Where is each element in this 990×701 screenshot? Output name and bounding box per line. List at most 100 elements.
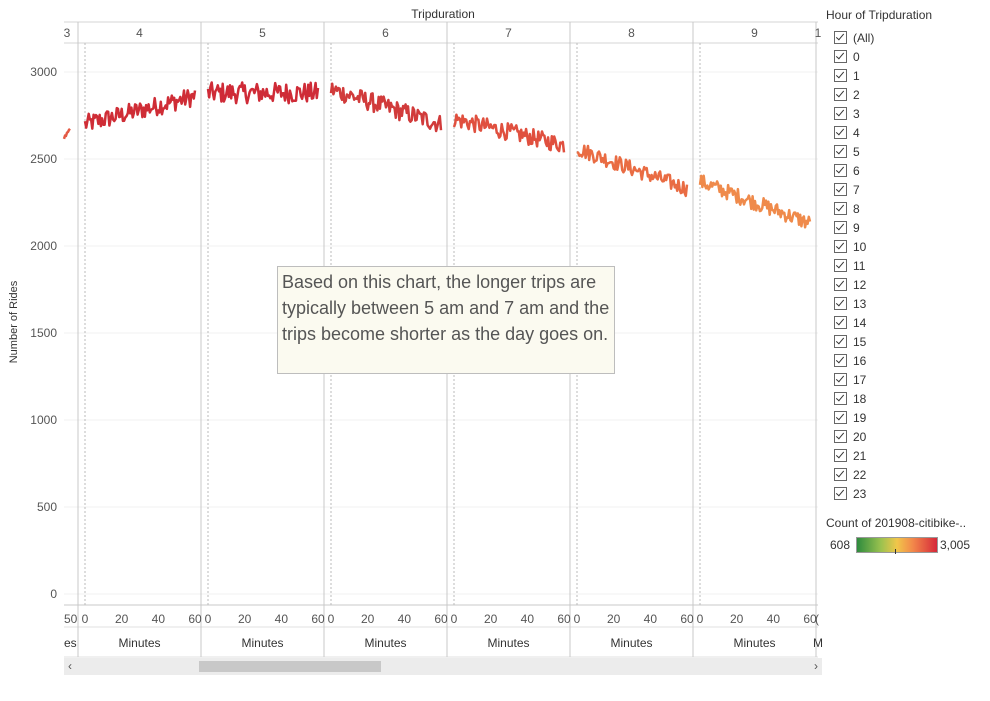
checkbox-checked-icon[interactable] bbox=[834, 278, 847, 291]
checkbox-checked-icon[interactable] bbox=[834, 50, 847, 63]
checkbox-checked-icon[interactable] bbox=[834, 354, 847, 367]
x-axis-title: Minutes bbox=[487, 636, 529, 650]
x-tick-label: 60 bbox=[311, 612, 325, 626]
hour-filter-item[interactable]: 6 bbox=[826, 161, 986, 180]
hour-filter-item[interactable]: 20 bbox=[826, 427, 986, 446]
horizontal-scrollbar[interactable]: ‹ › bbox=[64, 658, 822, 675]
hour-filter-item[interactable]: 3 bbox=[826, 104, 986, 123]
hour-filter-label: 17 bbox=[853, 372, 867, 387]
hour-filter-label: 21 bbox=[853, 448, 867, 463]
hour-filter-item[interactable]: (All) bbox=[826, 28, 986, 47]
hour-filter-item[interactable]: 15 bbox=[826, 332, 986, 351]
hour-filter-item[interactable]: 12 bbox=[826, 275, 986, 294]
checkbox-checked-icon[interactable] bbox=[834, 430, 847, 443]
x-tick-label: 20 bbox=[484, 612, 498, 626]
hour-filter-item[interactable]: 16 bbox=[826, 351, 986, 370]
panel-header-6: 6 bbox=[382, 26, 389, 40]
hour-filter-item[interactable]: 21 bbox=[826, 446, 986, 465]
hour-filter-legend: Hour of Tripduration (All) 0 1 2 3 4 5 6 7 8 9 10 11… bbox=[826, 8, 986, 503]
hour-filter-title: Hour of Tripduration bbox=[826, 8, 933, 22]
hour-filter-label: 19 bbox=[853, 410, 867, 425]
panel-header-5: 5 bbox=[259, 26, 266, 40]
hour-filter-item[interactable]: 8 bbox=[826, 199, 986, 218]
x-tick-label: 20 bbox=[115, 612, 129, 626]
hour-filter-item[interactable]: 5 bbox=[826, 142, 986, 161]
checkbox-checked-icon[interactable] bbox=[834, 373, 847, 386]
y-tick-label: 500 bbox=[37, 500, 57, 514]
hour-filter-label: 7 bbox=[853, 182, 860, 197]
panel-header-9: 9 bbox=[751, 26, 758, 40]
hour-filter-item[interactable]: 11 bbox=[826, 256, 986, 275]
hour-filter-item[interactable]: 19 bbox=[826, 408, 986, 427]
hour-filter-label: 16 bbox=[853, 353, 867, 368]
series-line-hour-8 bbox=[576, 144, 689, 198]
hour-filter-label: 23 bbox=[853, 486, 867, 501]
hour-filter-label: (All) bbox=[853, 30, 875, 45]
x-tick-label: 20 bbox=[238, 612, 252, 626]
checkbox-checked-icon[interactable] bbox=[834, 221, 847, 234]
panel-header-8: 8 bbox=[628, 26, 635, 40]
hour-filter-item[interactable]: 10 bbox=[826, 237, 986, 256]
checkbox-checked-icon[interactable] bbox=[834, 69, 847, 82]
hour-filter-item[interactable]: 22 bbox=[826, 465, 986, 484]
hour-filter-item[interactable]: 18 bbox=[826, 389, 986, 408]
checkbox-checked-icon[interactable] bbox=[834, 316, 847, 329]
hour-filter-label: 9 bbox=[853, 220, 860, 235]
hour-filter-label: 10 bbox=[853, 239, 867, 254]
x-tick-label: 20 bbox=[607, 612, 621, 626]
y-tick-label: 1000 bbox=[30, 413, 57, 427]
checkbox-checked-icon[interactable] bbox=[834, 88, 847, 101]
hour-filter-item[interactable]: 2 bbox=[826, 85, 986, 104]
series-line-hour-4 bbox=[83, 89, 197, 130]
scroll-right-icon[interactable]: › bbox=[814, 659, 818, 673]
x-tick-label: 0 bbox=[82, 612, 89, 626]
series-line-hour-5 bbox=[206, 81, 320, 105]
checkbox-checked-icon[interactable] bbox=[834, 126, 847, 139]
x-tick-label: 20 bbox=[730, 612, 744, 626]
chart-annotation[interactable]: Based on this chart, the longer trips ar… bbox=[277, 266, 615, 374]
x-tick-label: 40 bbox=[275, 612, 289, 626]
x-axis-title: Minutes bbox=[118, 636, 160, 650]
hour-filter-item[interactable]: 0 bbox=[826, 47, 986, 66]
hour-filter-label: 11 bbox=[853, 258, 866, 273]
checkbox-checked-icon[interactable] bbox=[834, 468, 847, 481]
hour-filter-item[interactable]: 14 bbox=[826, 313, 986, 332]
x-tick-label: 0 bbox=[205, 612, 212, 626]
hour-filter-label: 15 bbox=[853, 334, 867, 349]
checkbox-checked-icon[interactable] bbox=[834, 449, 847, 462]
checkbox-checked-icon[interactable] bbox=[834, 335, 847, 348]
checkbox-checked-icon[interactable] bbox=[834, 259, 847, 272]
y-tick-label: 2000 bbox=[30, 239, 57, 253]
checkbox-checked-icon[interactable] bbox=[834, 240, 847, 253]
hour-filter-item[interactable]: 7 bbox=[826, 180, 986, 199]
x-axis-title: Minutes bbox=[241, 636, 283, 650]
hour-filter-item[interactable]: 13 bbox=[826, 294, 986, 313]
checkbox-checked-icon[interactable] bbox=[834, 164, 847, 177]
checkbox-checked-icon[interactable] bbox=[834, 392, 847, 405]
checkbox-checked-icon[interactable] bbox=[834, 145, 847, 158]
scrollbar-thumb[interactable] bbox=[199, 661, 381, 672]
checkbox-checked-icon[interactable] bbox=[834, 411, 847, 424]
y-tick-label: 2500 bbox=[30, 152, 57, 166]
color-gradient-marker bbox=[895, 549, 896, 554]
color-legend-min: 608 bbox=[830, 538, 851, 552]
checkbox-checked-icon[interactable] bbox=[834, 202, 847, 215]
checkbox-checked-icon[interactable] bbox=[834, 31, 847, 44]
hour-filter-item[interactable]: 4 bbox=[826, 123, 986, 142]
hour-filter-item[interactable]: 9 bbox=[826, 218, 986, 237]
checkbox-checked-icon[interactable] bbox=[834, 107, 847, 120]
checkbox-checked-icon[interactable] bbox=[834, 297, 847, 310]
hour-filter-label: 0 bbox=[853, 49, 860, 64]
series-line-hour-7 bbox=[452, 113, 566, 153]
scroll-left-icon[interactable]: ‹ bbox=[68, 659, 72, 673]
x-tick-label: 60 bbox=[434, 612, 448, 626]
color-legend-max: 3,005 bbox=[940, 538, 971, 552]
x-tick-label: 40 bbox=[644, 612, 658, 626]
checkbox-checked-icon[interactable] bbox=[834, 487, 847, 500]
hour-filter-item[interactable]: 23 bbox=[826, 484, 986, 503]
checkbox-checked-icon[interactable] bbox=[834, 183, 847, 196]
y-axis-label: Number of Rides bbox=[8, 280, 20, 363]
series-line-hour-9 bbox=[698, 174, 812, 229]
hour-filter-item[interactable]: 1 bbox=[826, 66, 986, 85]
hour-filter-item[interactable]: 17 bbox=[826, 370, 986, 389]
